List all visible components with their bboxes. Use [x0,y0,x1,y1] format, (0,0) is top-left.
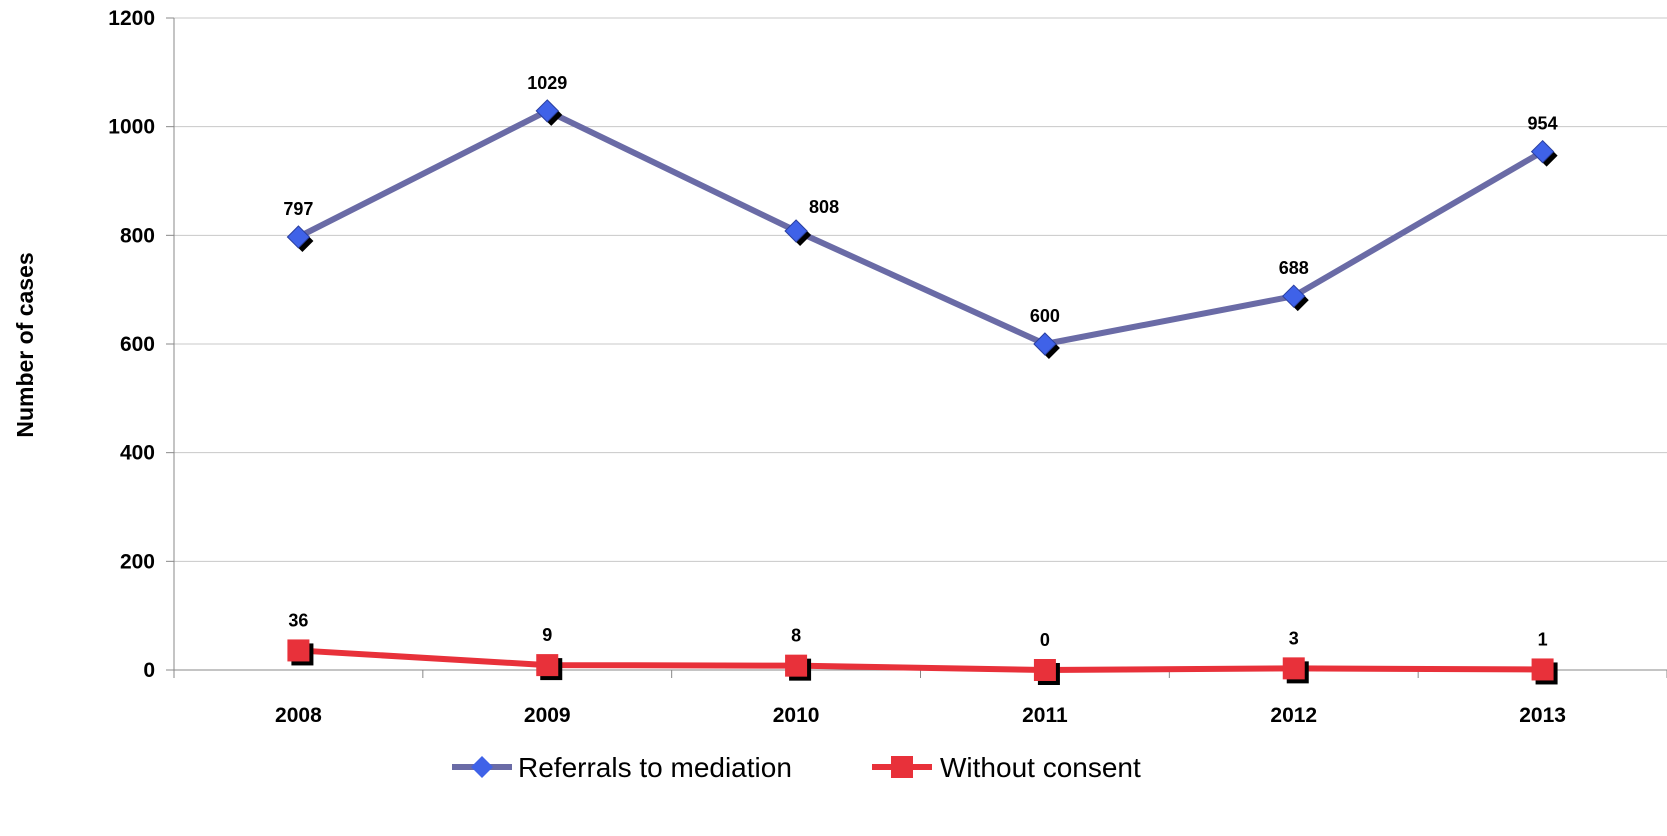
data-point [1033,332,1060,359]
marker-shape [1033,659,1056,681]
data-point [1282,657,1309,684]
data-point [1033,659,1060,685]
data-label: 1 [1538,629,1548,649]
marker-shape [536,654,559,677]
marker-shape [785,654,808,677]
legend-diamond-icon [471,756,493,778]
gridlines [174,17,1667,562]
data-point [287,639,314,666]
marker-shape [1282,657,1305,680]
data-label: 1029 [527,73,567,93]
marker-shape [287,639,310,662]
legend-square-icon [891,756,913,778]
data-label: 3 [1289,628,1299,648]
data-point [1282,284,1309,312]
axes [166,17,1667,678]
y-tick-labels: 0 200 400 600 800 1000 1200 [108,7,155,682]
data-point [286,225,314,252]
marker-shape [1530,139,1555,164]
legend-label: Without consent [940,752,1141,783]
data-label: 688 [1279,258,1309,278]
series-line [297,107,1545,347]
series-referrals-to-mediation: 797 1029 808 600 688 954 [283,73,1558,359]
x-tick-label: 2011 [1022,704,1068,727]
legend: Referrals to mediation Without consent [452,752,1141,783]
data-label: 808 [809,197,839,217]
marker-shape [784,219,808,243]
y-tick-label: 1200 [108,7,155,30]
data-label: 600 [1030,306,1060,326]
data-point [535,99,563,126]
data-label: 954 [1528,114,1558,134]
y-tick-label: 200 [120,550,155,573]
data-point [1530,139,1558,167]
legend-item: Referrals to mediation [452,752,792,783]
series-group: 797 1029 808 600 688 954 36 9 8 0 3 1 [283,73,1558,685]
data-label: 8 [791,626,801,646]
data-point [536,654,563,681]
y-tick-label: 400 [120,442,155,465]
y-tick-label: 1000 [108,116,155,139]
x-tick-label: 2008 [275,704,322,727]
marker-shape [535,99,559,123]
marker-shape [1531,658,1554,681]
data-point [785,654,812,681]
legend-item: Without consent [872,752,1141,783]
marker-shape [1033,332,1057,356]
data-point [1531,658,1558,685]
data-point [784,219,812,246]
x-tick-label: 2009 [524,704,571,727]
data-label: 9 [542,625,552,645]
series-without-consent: 36 9 8 0 3 1 [287,610,1558,685]
series-line [298,647,1543,673]
x-tick-label: 2010 [773,704,820,727]
data-label: 797 [283,199,313,219]
marker-shape [286,225,311,249]
y-tick-label: 600 [120,333,155,356]
y-axis-label: Number of cases [12,252,38,437]
x-tick-label: 2013 [1519,704,1566,727]
data-label: 36 [288,610,308,630]
data-label: 0 [1040,630,1050,650]
y-tick-label: 800 [120,224,155,247]
x-tick-label: 2012 [1270,704,1317,727]
marker-shape [1282,284,1306,308]
x-tick-labels: 2008 2009 2010 2011 2012 2013 [275,704,1566,727]
legend-label: Referrals to mediation [518,752,792,783]
y-tick-label: 0 [143,659,155,682]
